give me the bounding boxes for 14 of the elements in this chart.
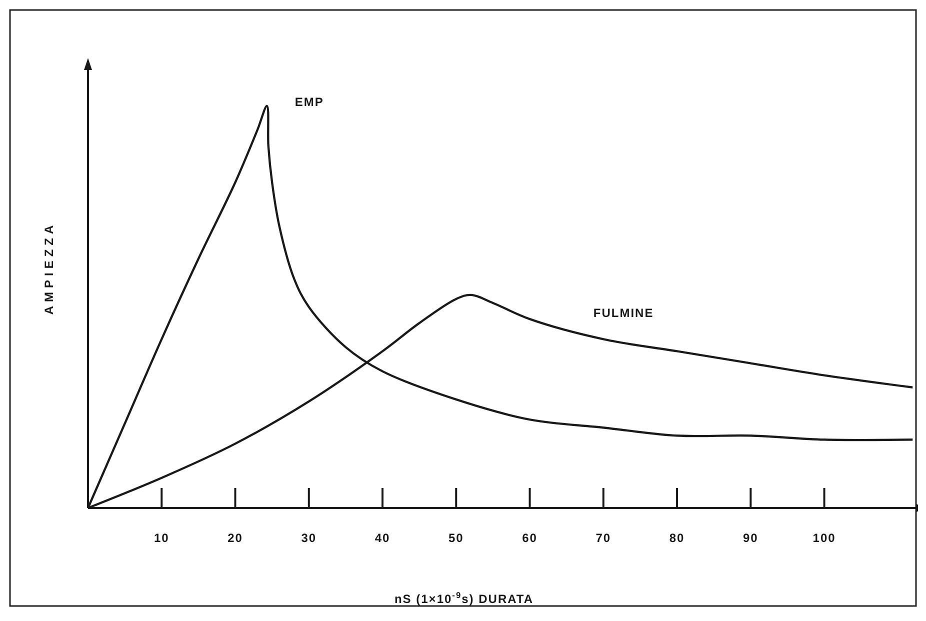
x-tick-label: 70 [596,531,612,545]
x-tick-label: 90 [742,531,758,545]
text: EMP [294,95,324,109]
x-tick-label: 50 [448,531,464,545]
x-axis-title: nS (1×10$^{-9}$s) DURATA [394,590,534,606]
x-tick-label: 20 [228,531,243,545]
x-tick-label: 40 [374,531,390,545]
y-axis-title: AMPIEZZA [42,221,56,315]
x-tick-label: 100 [812,531,836,545]
x-tick-label: 80 [669,531,685,545]
x-tick-label: 60 [522,531,538,545]
x-tick-label: 10 [154,531,170,545]
x-tick-label: 30 [301,531,317,545]
series-label: FULMINE [593,306,654,320]
